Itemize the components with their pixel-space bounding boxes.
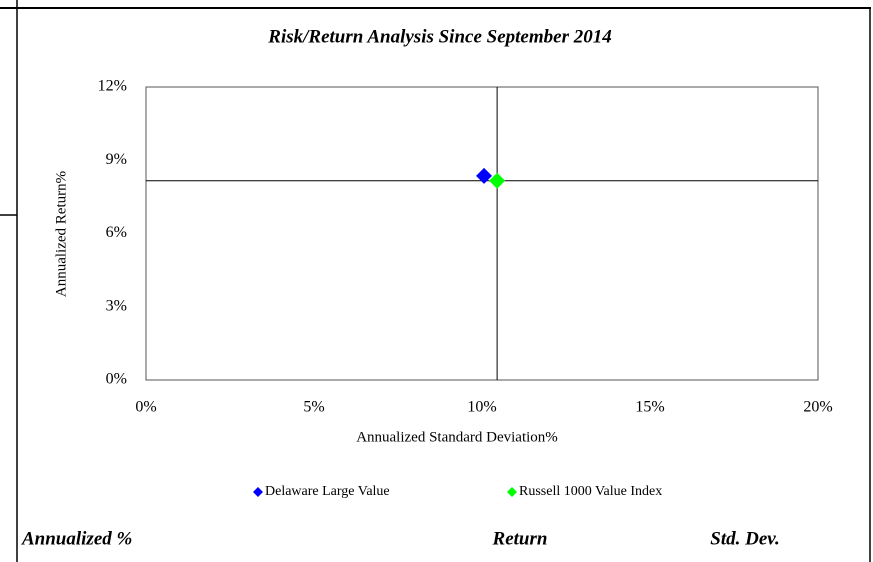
x-tick-label: 5% (303, 399, 324, 416)
table-header: Annualized % (21, 528, 132, 549)
x-tick-label: 10% (467, 399, 496, 416)
x-tick-label: 0% (135, 399, 156, 416)
y-tick-label: 12% (98, 78, 127, 95)
x-axis-label: Annualized Standard Deviation% (356, 429, 558, 445)
x-tick-label: 20% (803, 399, 832, 416)
legend-label: Russell 1000 Value Index (519, 484, 662, 499)
point (489, 172, 506, 189)
point (476, 167, 493, 184)
y-tick-label: 9% (106, 151, 127, 168)
y-tick-label: 3% (106, 297, 127, 314)
x-tick-label: 15% (635, 399, 664, 416)
chart-title: Risk/Return Analysis Since September 201… (267, 26, 611, 47)
legend-label: Delaware Large Value (265, 484, 390, 499)
y-tick-label: 6% (106, 224, 127, 241)
plot-area (145, 86, 819, 381)
y-axis-label: Annualized Return% (53, 171, 69, 297)
table-header: Return (492, 528, 548, 549)
table-header: Std. Dev. (710, 528, 779, 549)
legend-marker (507, 487, 517, 497)
legend-marker (253, 487, 263, 497)
y-tick-label: 0% (106, 371, 127, 388)
